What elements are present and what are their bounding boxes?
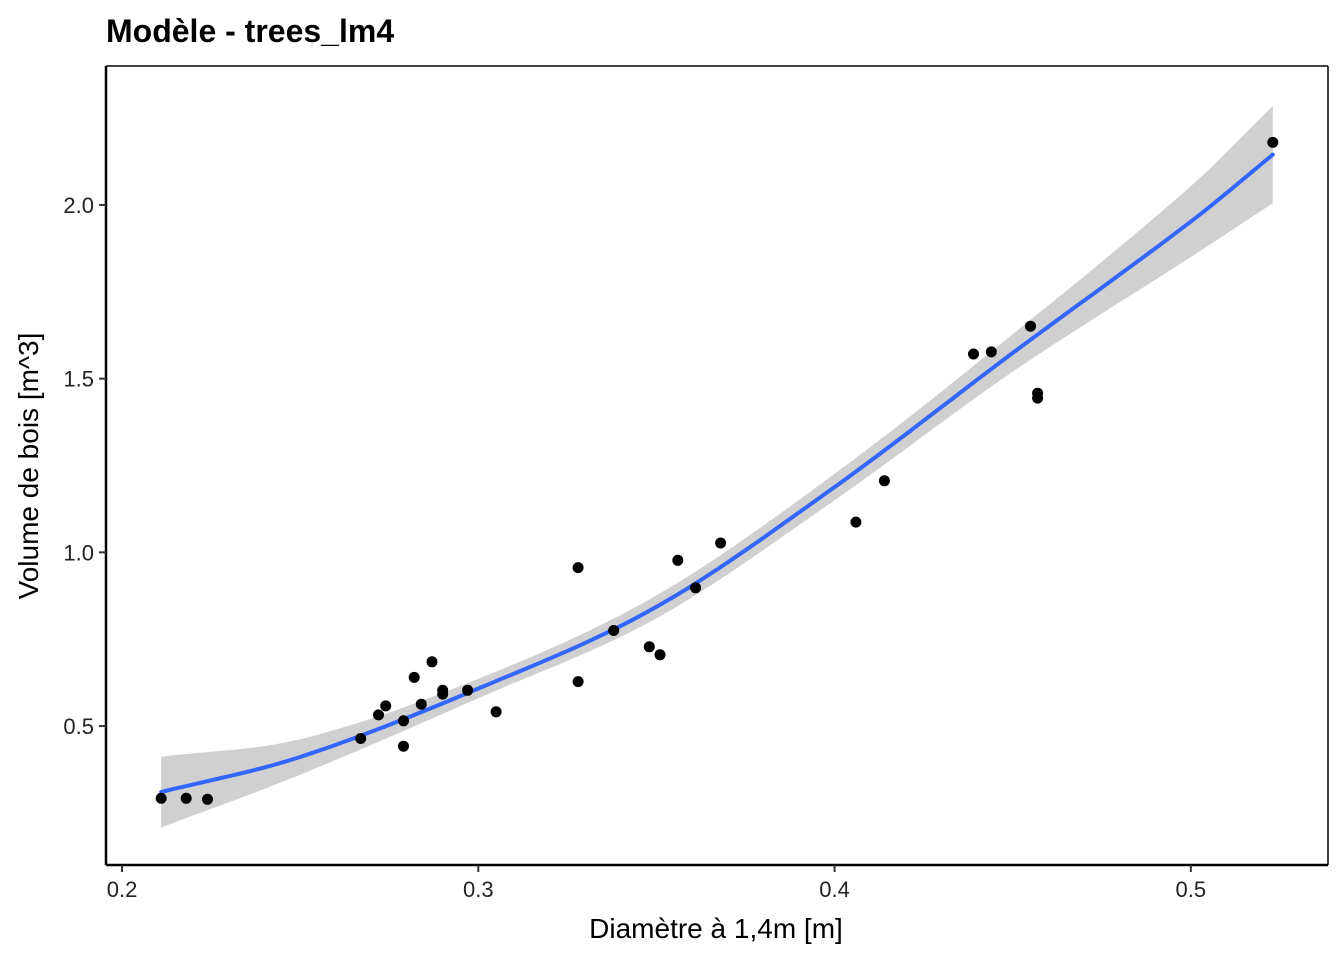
data-point <box>715 537 727 549</box>
data-point <box>355 733 367 744</box>
chart-title: Modèle - trees_lm4 <box>106 13 394 49</box>
fit-line-layer <box>159 152 1275 794</box>
data-point <box>415 698 427 710</box>
fit-line <box>159 152 1275 794</box>
y-tick-label: 2.0 <box>63 193 94 218</box>
x-axis-title: Diamètre à 1,4m [m] <box>589 913 843 944</box>
axes-layer: 0.2 0.3 0.4 0.5 0.5 1.0 1.5 2.0 <box>63 65 1329 902</box>
x-tick-label: 0.5 <box>1176 877 1207 902</box>
data-point <box>690 582 702 594</box>
confidence-band <box>161 105 1273 828</box>
data-point <box>643 641 655 653</box>
y-tick-label: 0.5 <box>63 714 94 739</box>
data-point <box>380 700 392 712</box>
data-point <box>1025 320 1036 332</box>
data-point <box>1032 392 1044 404</box>
data-point <box>878 475 890 487</box>
x-tick-label: 0.2 <box>107 877 138 902</box>
data-point <box>202 793 213 805</box>
data-point <box>398 740 409 752</box>
data-point <box>608 625 620 636</box>
data-point <box>672 554 684 566</box>
data-point <box>572 676 584 688</box>
y-tick-label: 1.0 <box>63 540 94 565</box>
data-point <box>968 348 979 360</box>
data-point <box>985 346 997 358</box>
y-axis-title: Volume de bois [m^3] <box>13 333 44 600</box>
data-point <box>850 516 862 528</box>
data-point <box>437 688 449 700</box>
confidence-band-layer <box>161 105 1273 828</box>
data-point <box>462 684 474 696</box>
x-tick-label: 0.3 <box>463 877 494 902</box>
data-point <box>572 562 584 574</box>
data-points-layer <box>155 136 1279 805</box>
data-point <box>1267 136 1279 148</box>
data-point <box>180 792 192 804</box>
x-tick-label: 0.4 <box>819 877 850 902</box>
data-point <box>654 649 666 661</box>
data-point <box>155 792 167 804</box>
data-point <box>490 706 502 718</box>
y-tick-label: 1.5 <box>63 367 94 392</box>
data-point <box>398 715 409 727</box>
data-point <box>426 656 438 668</box>
data-point <box>373 709 384 721</box>
data-point <box>408 671 420 683</box>
